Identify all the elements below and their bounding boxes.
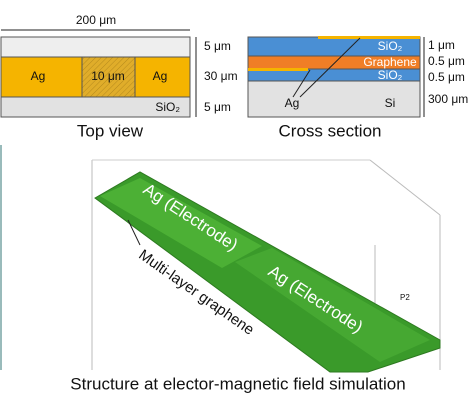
layer-label: Si <box>385 96 396 110</box>
dimension-label: 5 μm <box>204 39 231 53</box>
substrate-label: SiO₂ <box>155 100 180 114</box>
top-view: 200 μm Ag 10 μm Ag SiO₂ 5 μm 30 μm 5 μm … <box>1 13 238 140</box>
width-label: 200 μm <box>76 13 116 27</box>
dimension-label: 300 μm <box>428 92 468 106</box>
electrode-strip <box>318 36 420 39</box>
layer-label: SiO₂ <box>378 39 403 53</box>
port-label: P2 <box>400 293 410 302</box>
electrode-label: Ag <box>31 69 46 83</box>
box-line <box>370 160 440 215</box>
layer-label: SiO₂ <box>378 68 403 82</box>
figure: 200 μm Ag 10 μm Ag SiO₂ 5 μm 30 μm 5 μm … <box>0 0 470 397</box>
dimension-label: 0.5 μm <box>428 54 465 68</box>
gap-label: 10 μm <box>91 69 125 83</box>
top-layer <box>1 37 190 57</box>
dimension-label: 0.5 μm <box>428 70 465 84</box>
dimension-label: 30 μm <box>204 69 238 83</box>
caption: Top view <box>77 121 144 140</box>
dimension-label: 1 μm <box>428 38 455 52</box>
simulation-view: Ag (Electrode) Ag (Electrode) Multi-laye… <box>1 145 440 372</box>
electrode-strip <box>248 68 308 71</box>
electrode-label: Ag <box>153 69 168 83</box>
caption: Cross section <box>279 121 382 140</box>
dimension-label: 5 μm <box>204 100 231 114</box>
cross-section: SiO₂ Graphene SiO₂ Ag Si 1 μm 0.5 μm 0.5… <box>248 36 468 140</box>
figure-caption: Structure at elector-magnetic field simu… <box>70 374 405 393</box>
layer-label: Graphene <box>363 55 417 69</box>
layer-label: Ag <box>285 96 300 110</box>
